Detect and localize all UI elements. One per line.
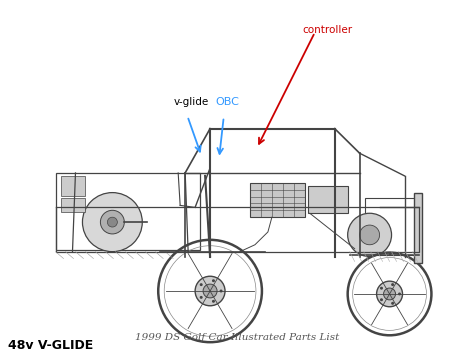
Circle shape	[383, 288, 395, 300]
Circle shape	[376, 281, 402, 307]
Text: 48v V-GLIDE: 48v V-GLIDE	[8, 339, 93, 352]
Bar	[61, 197, 85, 212]
Circle shape	[82, 193, 142, 252]
Circle shape	[391, 302, 394, 305]
Circle shape	[347, 213, 392, 257]
Bar	[308, 186, 347, 213]
Text: 1999 DS Golf Car Illustrated Parts List: 1999 DS Golf Car Illustrated Parts List	[135, 333, 339, 342]
Circle shape	[391, 283, 394, 286]
Circle shape	[212, 279, 215, 282]
Circle shape	[203, 284, 217, 298]
Text: v-glide: v-glide	[173, 97, 209, 107]
Circle shape	[212, 300, 215, 303]
Circle shape	[200, 283, 203, 286]
Circle shape	[360, 225, 380, 245]
Circle shape	[219, 290, 222, 293]
Bar	[414, 193, 422, 263]
Bar	[365, 197, 419, 255]
Text: controller: controller	[302, 25, 352, 35]
Circle shape	[195, 276, 225, 306]
Text: OBC: OBC	[216, 97, 240, 107]
Bar	[55, 173, 200, 250]
Circle shape	[200, 296, 203, 299]
Circle shape	[380, 298, 383, 301]
Circle shape	[380, 287, 383, 290]
Circle shape	[108, 217, 118, 227]
Circle shape	[398, 293, 401, 295]
Circle shape	[100, 210, 124, 234]
Bar	[250, 183, 305, 217]
Bar	[61, 176, 85, 196]
